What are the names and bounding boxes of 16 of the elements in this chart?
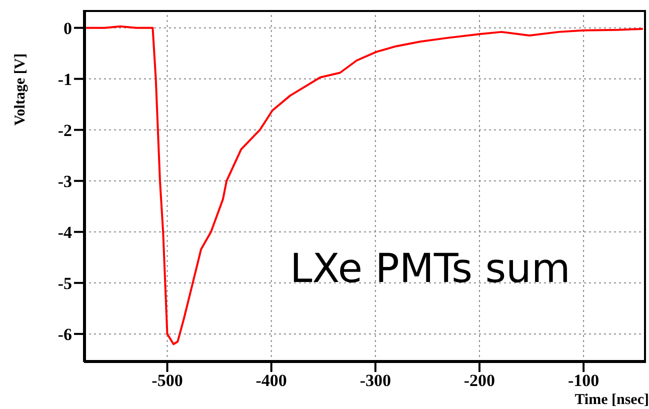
y-tick-label: -4 [58, 222, 72, 242]
annotation: LXe PMTs sum [290, 246, 570, 292]
line-series [85, 25, 644, 346]
x-tick-label: -500 [152, 371, 183, 390]
y-tick-label: -1 [58, 70, 72, 89]
x-axis-title: Time [nsec] [574, 392, 649, 409]
x-tick-label: -100 [568, 371, 600, 390]
y-tick-label: -3 [58, 172, 72, 191]
y-tick-label: -6 [58, 324, 72, 344]
y-tick-label: -5 [58, 274, 72, 293]
y-tick-label: -2 [58, 120, 72, 140]
x-tick-label: -400 [256, 371, 287, 390]
y-tick-label: 0 [64, 18, 72, 38]
x-tick-label: -300 [360, 371, 391, 390]
x-tick-label: -200 [464, 371, 496, 390]
y-axis-title: Voltage [V] [12, 52, 30, 126]
